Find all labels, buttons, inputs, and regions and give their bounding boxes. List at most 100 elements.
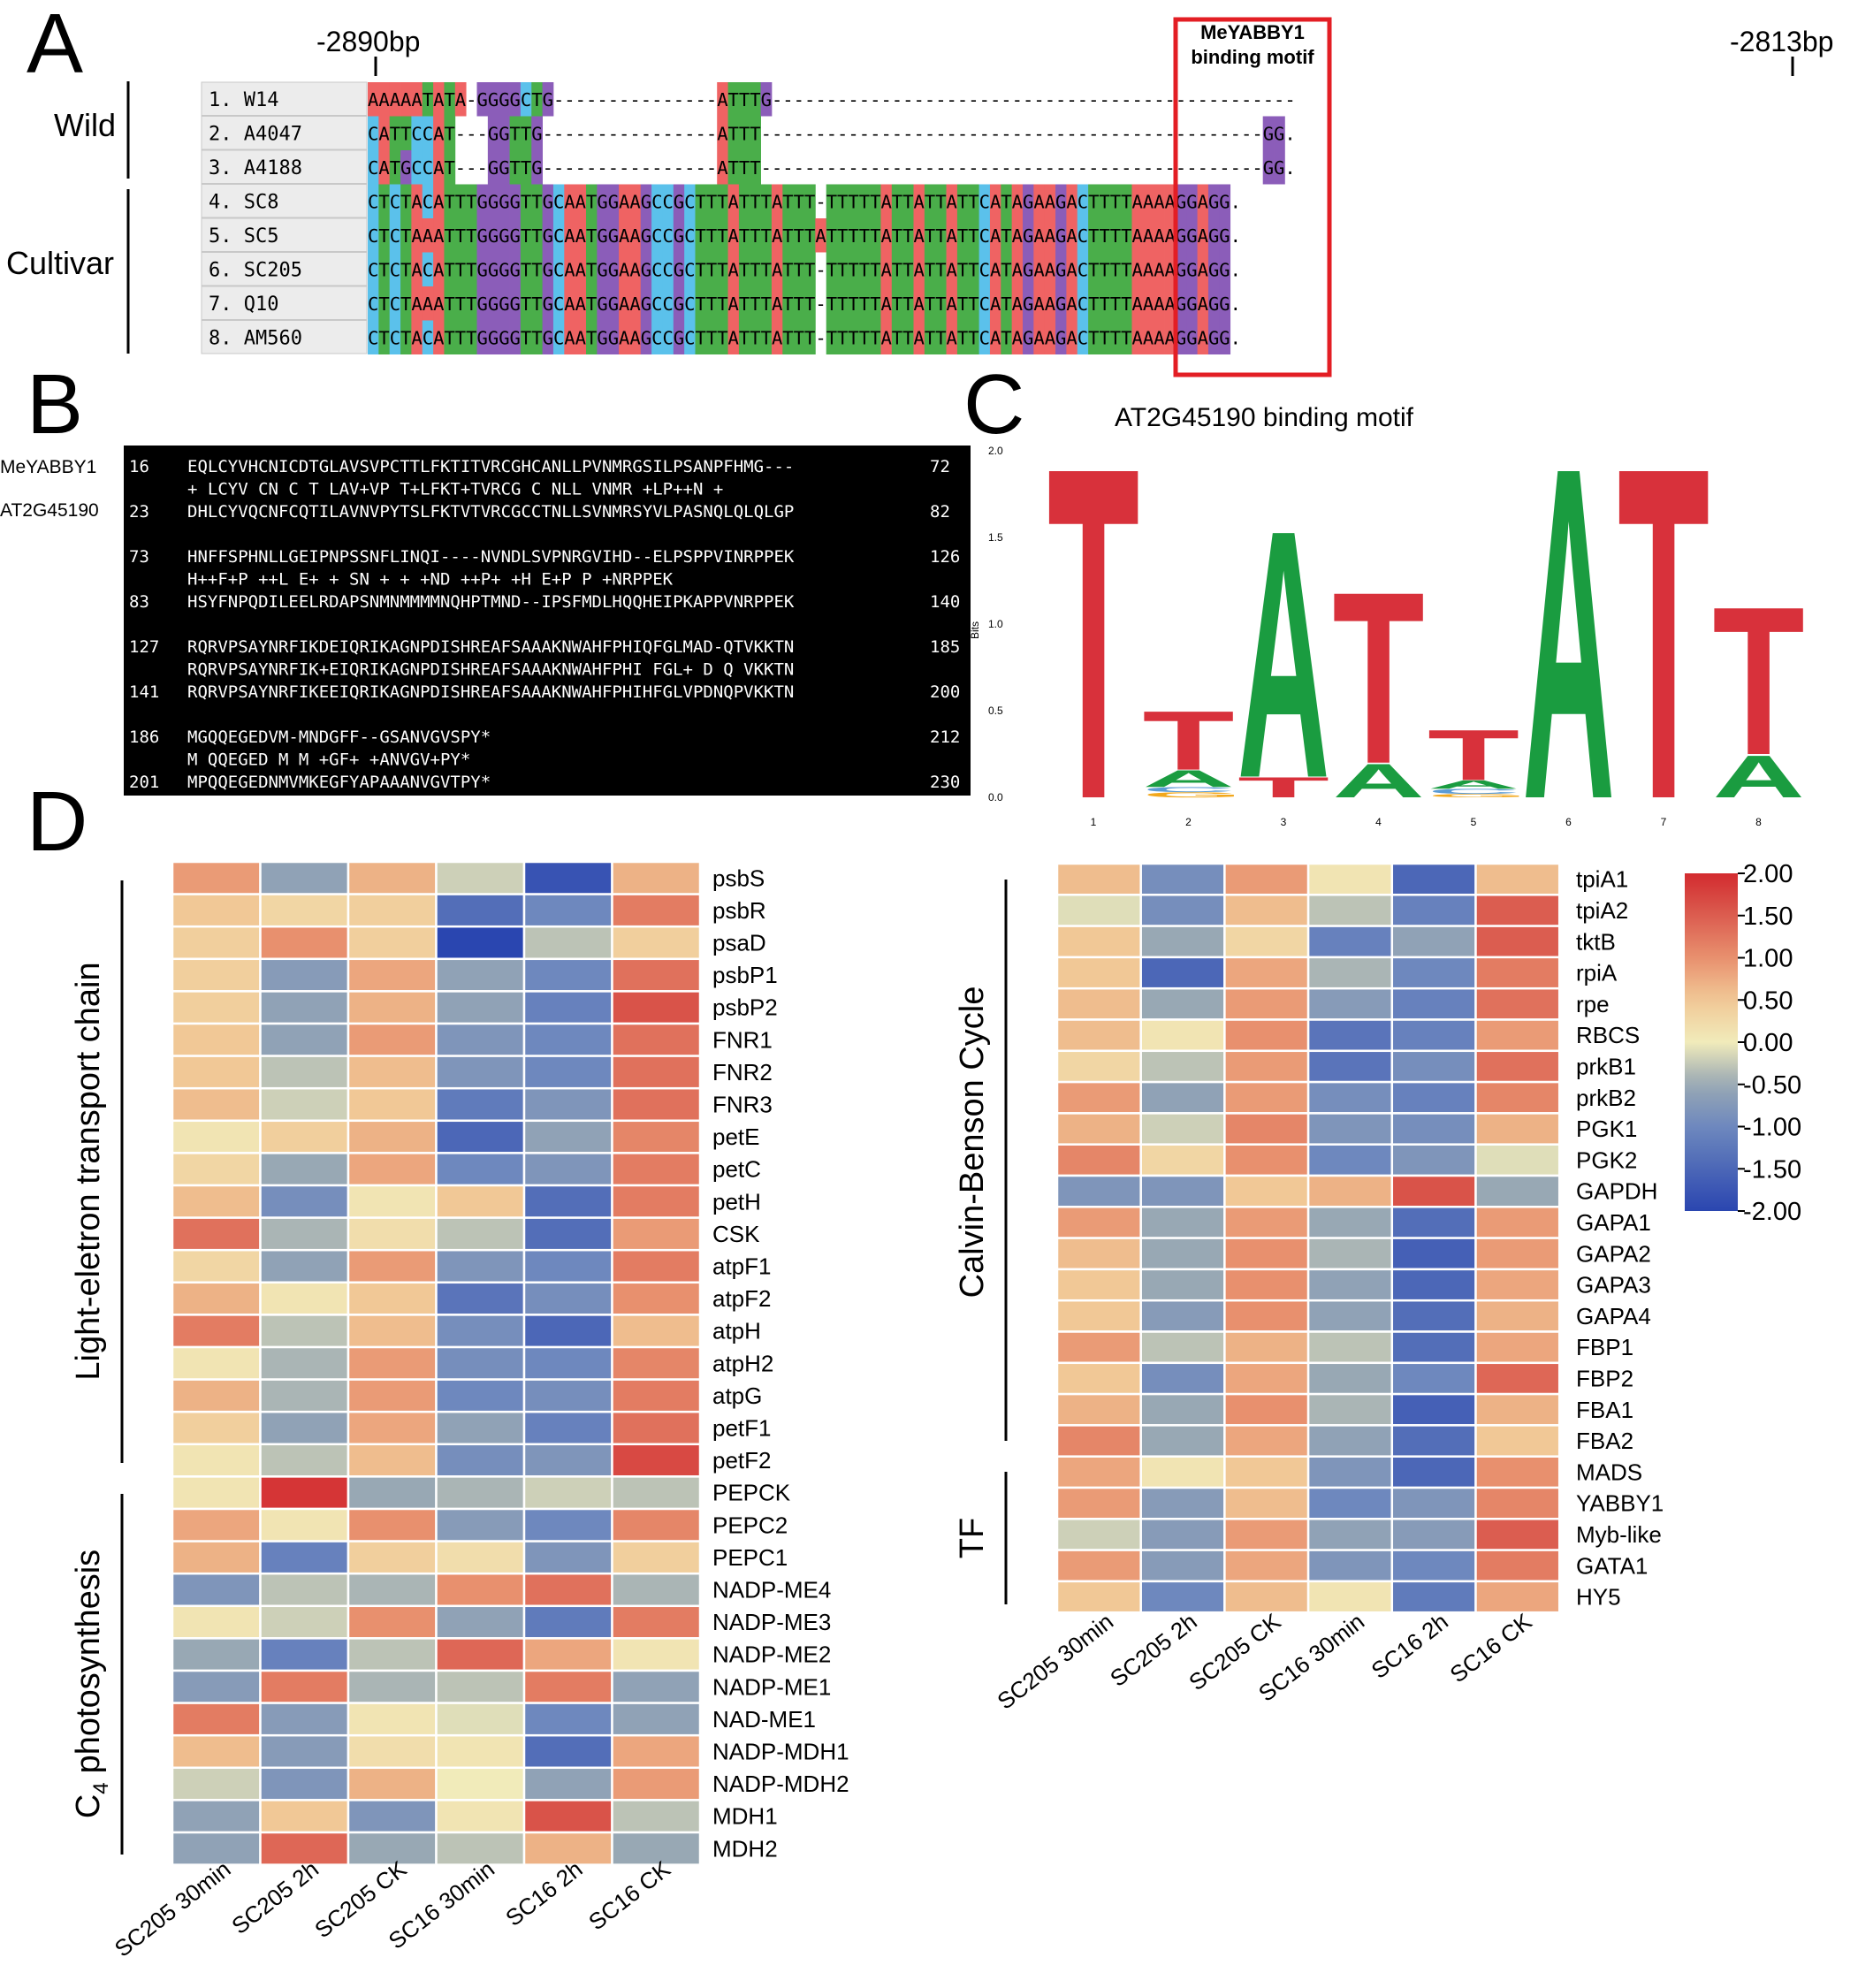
heatmap-cell [1223,1518,1310,1551]
logo-position-label: 6 [1565,816,1572,828]
nucleotide-cell [935,252,947,286]
nucleotide-cell [520,116,532,150]
nucleotide-cell [793,218,805,253]
heatmap-cell [346,1475,438,1511]
nucleotide-cell [1066,320,1078,354]
heatmap-cell [259,925,350,961]
heatmap-cell [171,1507,262,1542]
heatmap-cell [1390,862,1477,896]
heatmap-cell [1474,925,1561,959]
nucleotide-cell [946,218,958,253]
nucleotide-cell [1109,184,1122,218]
heatmap-cell [1306,862,1394,896]
nucleotide-cell [750,184,761,218]
heatmap-cell [522,1799,613,1834]
nucleotide-cell [433,82,445,117]
heatmap-cell [171,1766,262,1801]
heatmap-cell [435,1119,526,1154]
nucleotide-cell [433,286,445,321]
logo-position-label: 7 [1661,816,1667,828]
heatmap-row-label: NAD-ME1 [712,1706,816,1733]
heatmap-cell [435,957,526,993]
heatmap-cell [1390,956,1477,990]
query-sequence: MGQQEGEDVM-MNDGFF--GSANVGVSPY* [187,727,491,747]
heatmap-cell [1390,986,1477,1021]
nucleotide-cell [1142,184,1154,218]
nucleotide-cell [444,150,456,185]
heatmap-row-label: FBA2 [1576,1428,1633,1454]
nucleotide-cell [520,218,532,253]
heatmap-cell [1306,1580,1394,1614]
heatmap-row-label: FNR2 [712,1059,773,1085]
logo-letter-G: G [1142,791,1241,799]
nucleotide-cell [466,184,477,218]
nucleotide-cell [542,286,554,321]
nucleotide-cell [499,320,510,354]
heatmap-cell [171,1799,262,1834]
nucleotide-cell [858,286,871,321]
nucleotide-cell [1121,184,1132,218]
heatmap-row-label: PEPCK [712,1480,791,1506]
heatmap-cell [1139,956,1226,990]
nucleotide-cell [968,286,979,321]
heatmap-cell [1390,1580,1477,1614]
heatmap-cell [1223,1112,1310,1146]
nucleotide-cell [619,184,630,218]
nucleotide-cell [1023,286,1034,321]
nucleotide-cell [422,82,434,117]
heatmap-cell [1306,1206,1394,1239]
alignment-sequence: CTCTACATTTGGGGTTGCAATGGAAGCCGCTTTATTTATT… [368,192,1241,213]
nucleotide-cell [454,184,467,218]
logo-position-label: 2 [1185,816,1192,828]
heatmap-cell [1474,1361,1561,1396]
heatmap-column-label: SC16 2h [1367,1608,1453,1684]
heatmap-cell [1139,1455,1226,1489]
heatmap-cell [1474,1486,1561,1520]
heatmap-row-label: rpiA [1576,960,1618,986]
subject-start: 141 [129,682,159,702]
heatmap-cell [259,1702,350,1737]
position-right-label: -2813bp [1730,26,1833,57]
protein-alignment-lines: 16 EQLCYVHCNICDTGLAVSVPCTTLFKTITVRCGHCANL… [129,457,960,792]
heatmap-cell [1474,1549,1561,1583]
nucleotide-cell [902,252,914,286]
nucleotide-cell [542,218,554,253]
nucleotide-cell [662,320,674,354]
nucleotide-cell [368,286,379,321]
heatmap-right: tpiA1 tpiA2 tktB rpiA rpe RBCS prkB1 prkB2 PGK1 P… [992,862,1664,1715]
heatmap-cell [435,1799,526,1834]
heatmap-cell [1139,1049,1226,1084]
heatmap-cell [259,1766,350,1801]
nucleotide-cell [804,218,816,253]
heatmap-row-label: psbP2 [712,994,778,1021]
nucleotide-cell [705,252,718,286]
heatmap-cell [522,1152,613,1187]
alignment-row-label-cell [201,184,368,218]
nucleotide-cell [1001,218,1013,253]
heatmap-cell [522,1314,613,1349]
heatmap-cell [259,1475,350,1511]
nucleotide-cell [520,252,532,286]
nucleotide-cell [793,184,805,218]
heatmap-cell [346,1507,438,1542]
heatmap-cell [611,1604,702,1640]
nucleotide-cell [848,286,860,321]
nucleotide-cell [946,286,958,321]
nucleotide-cell [673,320,685,354]
nucleotide-cell [902,320,914,354]
query-sequence: RQRVPSAYNRFIKDEIQRIKAGNPDISHREAFSAAAKNWA… [187,637,794,657]
nucleotide-cell [826,320,838,354]
nucleotide-cell [422,218,434,253]
alignment-row-label-cell [201,116,368,150]
nucleotide-cell [1175,184,1187,218]
alignment-row-label-cell [201,286,368,320]
nucleotide-cell [575,286,587,321]
nucleotide-cell [705,286,718,321]
heatmap-row-label: MADS [1576,1459,1642,1485]
nucleotide-cell [717,82,728,117]
nucleotide-cell [1175,320,1187,354]
nucleotide-cell [1121,252,1132,286]
c4-letter: C [70,1794,107,1818]
nucleotide-cell [837,286,849,321]
subject-end: 200 [930,682,960,702]
